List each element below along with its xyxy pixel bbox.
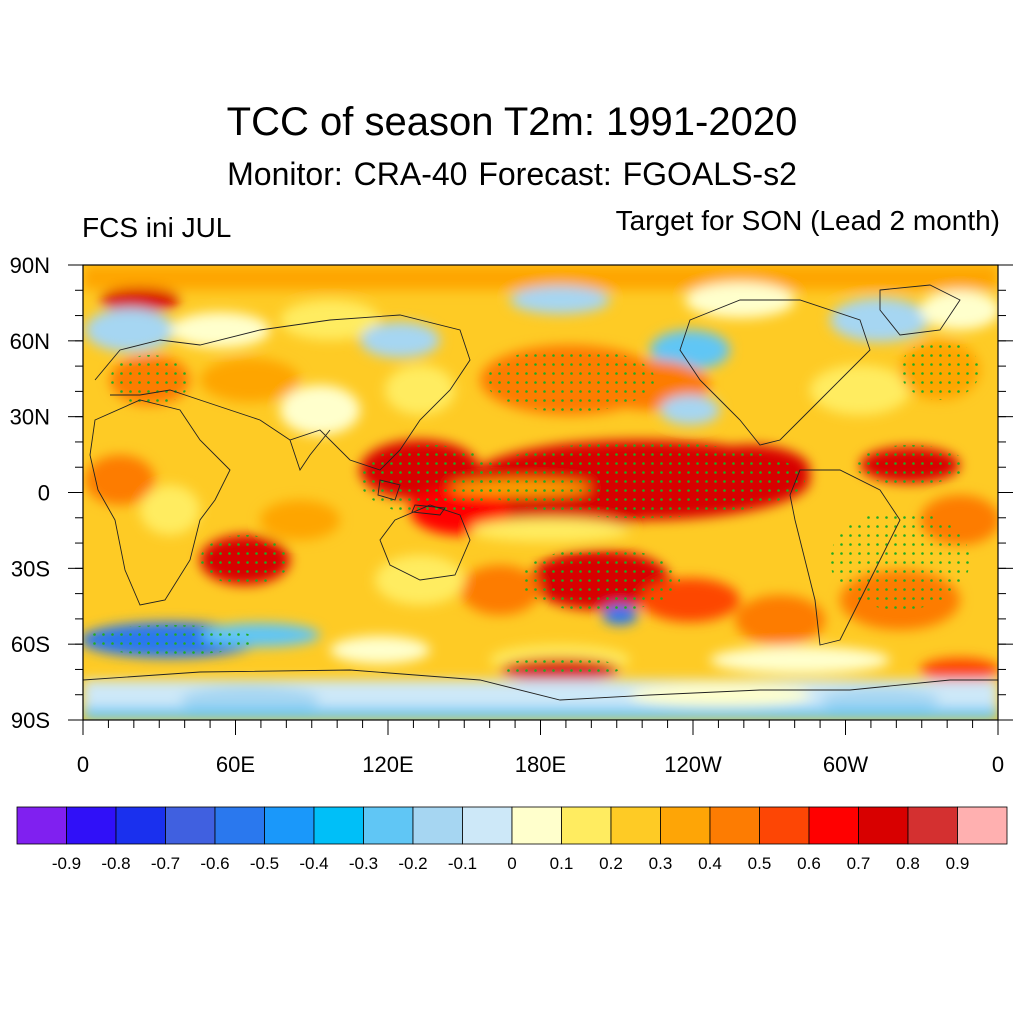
colorbar-swatch bbox=[957, 806, 1008, 845]
lat-label: 60S bbox=[11, 632, 50, 657]
colorbar-label: -0.7 bbox=[151, 854, 180, 873]
colorbar-label: 0 bbox=[507, 854, 516, 873]
correlation-field bbox=[83, 265, 998, 720]
colorbar-swatch bbox=[165, 806, 216, 845]
colorbar-swatch bbox=[610, 806, 661, 845]
colorbar bbox=[16, 806, 1008, 845]
chart-title: TCC of season T2m: 1991-2020 bbox=[226, 100, 798, 144]
colorbar-swatch bbox=[511, 806, 562, 845]
colorbar-swatch bbox=[66, 806, 117, 845]
colorbar-label: -0.2 bbox=[398, 854, 427, 873]
colorbar-swatch bbox=[462, 806, 513, 845]
chart-subtitle: Monitor: CRA-40 Forecast: FGOALS-s2 bbox=[227, 156, 797, 192]
colorbar-swatch bbox=[858, 806, 909, 845]
colorbar-label: 0.6 bbox=[797, 854, 821, 873]
axis-ticks bbox=[68, 264, 1013, 735]
lon-label: 180E bbox=[515, 752, 566, 777]
colorbar-label: 0.2 bbox=[599, 854, 623, 873]
colorbar-label: 0.7 bbox=[847, 854, 871, 873]
colorbar-label: -0.3 bbox=[349, 854, 378, 873]
lat-label: 0 bbox=[38, 481, 50, 506]
lat-tick-labels: 90N 60N 30N 0 30S 60S 90S bbox=[10, 253, 50, 733]
lon-label: 0 bbox=[992, 752, 1004, 777]
lat-label: 30N bbox=[10, 405, 50, 430]
colorbar-label: 0.4 bbox=[698, 854, 722, 873]
colorbar-swatch bbox=[709, 806, 760, 845]
colorbar-labels: -0.9 -0.8 -0.7 -0.6 -0.5 -0.4 -0.3 -0.2 -0.1 0 0.1… bbox=[52, 854, 969, 873]
lon-label: 120E bbox=[362, 752, 413, 777]
colorbar-swatch bbox=[808, 806, 859, 845]
colorbar-swatch bbox=[907, 806, 958, 845]
lon-label: 60E bbox=[216, 752, 255, 777]
lat-label: 90N bbox=[10, 253, 50, 278]
lat-label: 90S bbox=[11, 708, 50, 733]
init-label: FCS ini JUL bbox=[82, 212, 232, 243]
colorbar-swatch bbox=[363, 806, 414, 845]
colorbar-swatch bbox=[561, 806, 612, 845]
lon-tick-labels: 0 60E 120E 180E 120W 60W 0 bbox=[77, 752, 1004, 777]
colorbar-swatch bbox=[412, 806, 463, 845]
colorbar-swatch bbox=[115, 806, 166, 845]
colorbar-label: -0.5 bbox=[250, 854, 279, 873]
colorbar-swatch bbox=[313, 806, 364, 845]
colorbar-label: -0.1 bbox=[448, 854, 477, 873]
lon-label: 60W bbox=[823, 752, 868, 777]
colorbar-swatch bbox=[214, 806, 265, 845]
colorbar-label: 0.3 bbox=[649, 854, 673, 873]
colorbar-swatch bbox=[759, 806, 810, 845]
lat-label: 30S bbox=[11, 556, 50, 581]
colorbar-label: -0.6 bbox=[200, 854, 229, 873]
coastlines bbox=[83, 284, 998, 701]
significance-stipple bbox=[85, 340, 980, 678]
colorbar-label: 0.9 bbox=[946, 854, 970, 873]
colorbar-swatch bbox=[16, 806, 67, 845]
lon-label: 0 bbox=[77, 752, 89, 777]
colorbar-label: -0.8 bbox=[101, 854, 130, 873]
colorbar-swatch bbox=[660, 806, 711, 845]
colorbar-swatch bbox=[264, 806, 315, 845]
lat-label: 60N bbox=[10, 329, 50, 354]
colorbar-label: -0.9 bbox=[52, 854, 81, 873]
colorbar-label: -0.4 bbox=[299, 854, 328, 873]
colorbar-label: 0.8 bbox=[896, 854, 920, 873]
colorbar-label: 0.1 bbox=[550, 854, 574, 873]
lon-label: 120W bbox=[664, 752, 722, 777]
target-label: Target for SON (Lead 2 month) bbox=[615, 205, 1000, 236]
colorbar-label: 0.5 bbox=[748, 854, 772, 873]
